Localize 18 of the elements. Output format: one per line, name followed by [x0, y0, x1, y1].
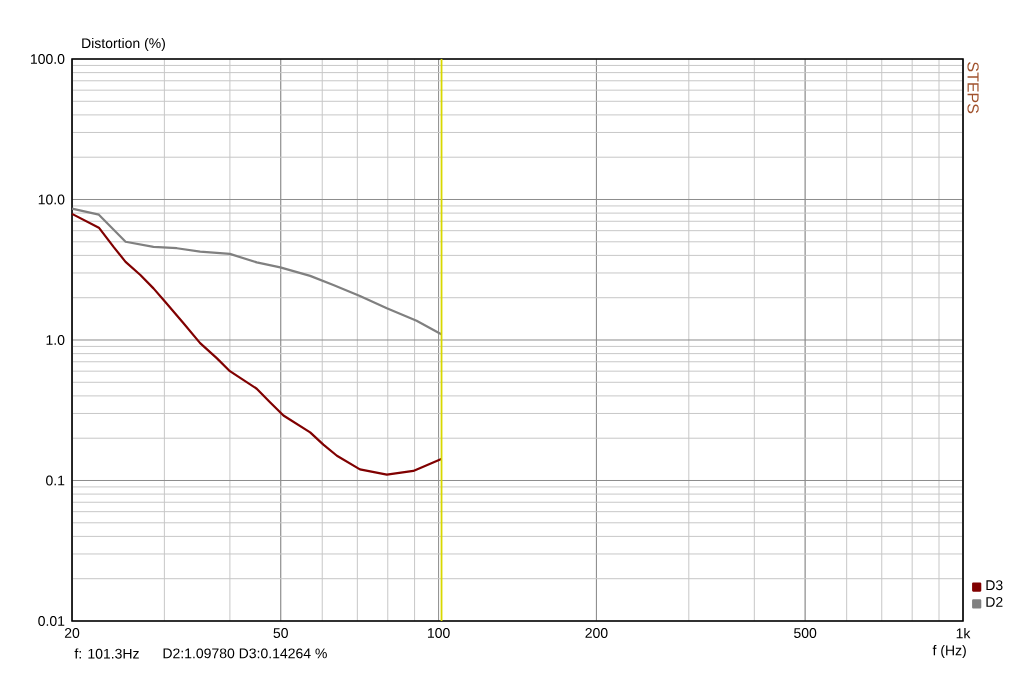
text: f: 101.3Hz: [74, 648, 139, 659]
text: STEPS: [967, 62, 979, 114]
y-tick-label: 0.01: [38, 616, 65, 626]
x-tick-label: 200: [585, 628, 608, 638]
x-tick-label: 500: [794, 628, 817, 638]
x-tick-label: 100: [427, 628, 450, 638]
x-tick-label: 50: [273, 628, 288, 638]
x-tick-label: 1k: [956, 628, 971, 639]
legend-label: D3: [986, 580, 1003, 591]
y-tick-label: 100.0: [30, 54, 65, 64]
y-tick-label: 0.1: [46, 475, 65, 486]
text: D2:1.09780 D3:0.14264 %: [163, 648, 327, 659]
x-axis-title: f (Hz): [932, 645, 966, 659]
x-tick-label: 20: [64, 628, 80, 638]
legend-label: D2: [986, 597, 1003, 607]
y-tick-label: 1.0: [46, 335, 65, 345]
y-tick-label: 10.0: [38, 194, 65, 205]
y-axis-title: Distortion (%): [82, 37, 165, 51]
